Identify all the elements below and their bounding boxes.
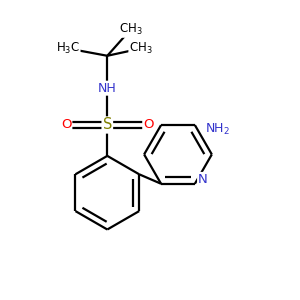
Text: O: O [143,118,154,131]
Text: H$_3$C: H$_3$C [56,41,80,56]
Text: NH$_2$: NH$_2$ [205,122,230,137]
Text: CH$_3$: CH$_3$ [119,22,143,37]
Text: S: S [103,118,112,133]
Text: N: N [198,173,208,186]
Text: O: O [61,118,71,131]
Text: CH$_3$: CH$_3$ [129,41,153,56]
Text: NH: NH [98,82,117,95]
